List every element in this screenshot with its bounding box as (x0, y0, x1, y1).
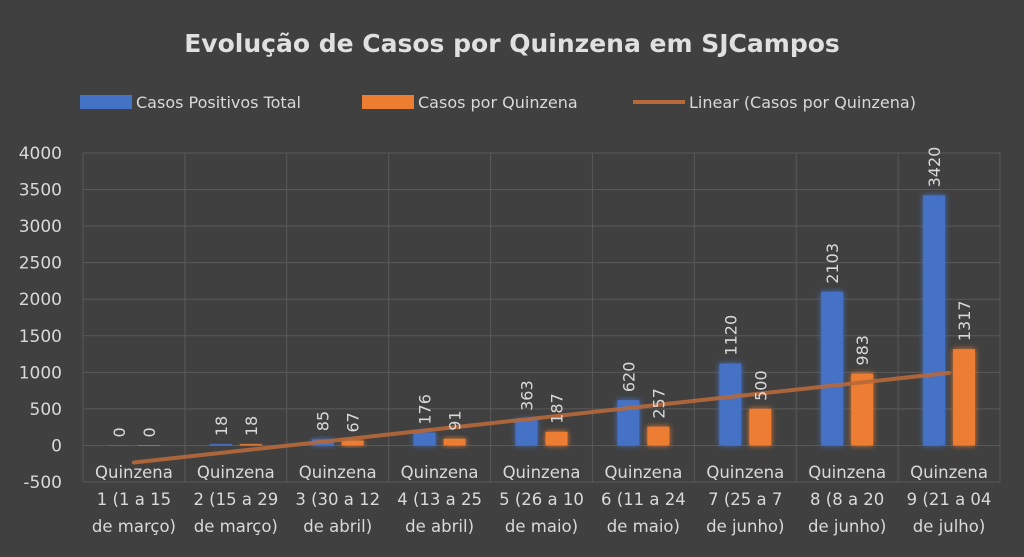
x-tick-label: Quinzena 7 (25 a 7 de junho) (706, 463, 784, 536)
y-tick-label: 500 (30, 400, 62, 420)
y-tick-label: -500 (23, 473, 62, 493)
bar-total (209, 444, 232, 446)
data-label: 0 (110, 427, 129, 437)
legend-item: Linear (Casos por Quinzena) (633, 93, 916, 112)
y-tick-label: 3500 (19, 181, 62, 201)
bar-quinzena (851, 373, 874, 446)
data-label: 18 (212, 416, 231, 436)
bar-total (617, 400, 640, 446)
trendline-layer (131, 370, 952, 465)
data-label: 620 (619, 362, 638, 393)
x-tick-label: Quinzena 5 (26 a 10 de maio) (499, 463, 584, 536)
y-tick-label: 1000 (19, 363, 62, 383)
bar-quinzena (239, 444, 262, 446)
data-label: 18 (242, 416, 261, 436)
legend-label: Casos Positivos Total (136, 93, 301, 112)
y-tick-label: 3000 (19, 217, 62, 237)
bar-total (515, 418, 538, 446)
bar-quinzena (341, 440, 364, 446)
x-tick-label: Quinzena 2 (15 a 29 de março) (193, 463, 278, 536)
data-label: 67 (344, 412, 363, 432)
legend-item: Casos Positivos Total (80, 93, 301, 112)
data-label: 85 (314, 411, 333, 431)
data-label: 2103 (823, 243, 842, 284)
data-label: 187 (548, 393, 567, 424)
x-axis: Quinzena 1 (1 a 15 de março)Quinzena 2 (15 … (92, 463, 992, 536)
bar-quinzena (953, 349, 976, 446)
legend-label: Casos por Quinzena (418, 93, 578, 112)
data-label: 0 (140, 427, 159, 437)
x-tick-label: Quinzena 1 (1 a 15 de março) (92, 463, 176, 536)
y-tick-label: 4000 (19, 144, 62, 164)
y-axis: -500 0 500 1000 1500 2000 2500 3000 3500 4000 (19, 144, 62, 493)
data-label: 176 (416, 394, 435, 425)
data-label: 363 (518, 380, 537, 411)
legend: Casos Positivos Total Casos por Quinzena L… (80, 93, 916, 112)
bar-total (413, 432, 436, 446)
x-tick-label: Quinzena 4 (13 a 25 de abril) (397, 463, 482, 536)
data-label: 257 (649, 388, 668, 419)
bar-quinzena (545, 431, 568, 446)
bar-total (107, 445, 130, 446)
legend-label: Linear (Casos por Quinzena) (689, 93, 916, 112)
y-tick-label: 2000 (19, 290, 62, 310)
chart-title: Evolução de Casos por Quinzena em SJCamp… (184, 29, 840, 58)
bar-quinzena (749, 408, 772, 446)
x-tick-label: Quinzena 8 (8 a 20 de junho) (808, 463, 886, 536)
data-label: 91 (446, 410, 465, 430)
x-tick-label: Quinzena 3 (30 a 12 de abril) (295, 463, 380, 536)
data-label: 1317 (955, 300, 974, 341)
gridlines (82, 152, 1001, 483)
bar-total (923, 195, 946, 446)
data-label: 500 (751, 370, 770, 401)
data-label: 3420 (925, 147, 944, 188)
legend-swatch (362, 95, 414, 109)
bars (107, 195, 976, 446)
bar-quinzena (137, 445, 160, 446)
bar-total (719, 363, 742, 446)
data-labels: 0 18 85 176 363 620 1120 2103 3420 0 18 67 91 187 257 5… (110, 147, 974, 438)
y-tick-label: 2500 (19, 254, 62, 274)
x-tick-label: Quinzena 6 (11 a 24 de maio) (601, 463, 686, 536)
bar-total (821, 291, 844, 446)
y-tick-label: 1500 (19, 327, 62, 347)
data-label: 1120 (721, 315, 740, 356)
x-tick-label: Quinzena 9 (21 a 04 de julho) (907, 463, 992, 536)
y-tick-label: 0 (51, 436, 62, 456)
legend-item: Casos por Quinzena (362, 93, 578, 112)
data-label: 983 (853, 335, 872, 366)
bar-quinzena (647, 426, 670, 446)
trendline (131, 370, 952, 465)
legend-swatch (80, 95, 132, 109)
bar-quinzena (443, 438, 466, 446)
